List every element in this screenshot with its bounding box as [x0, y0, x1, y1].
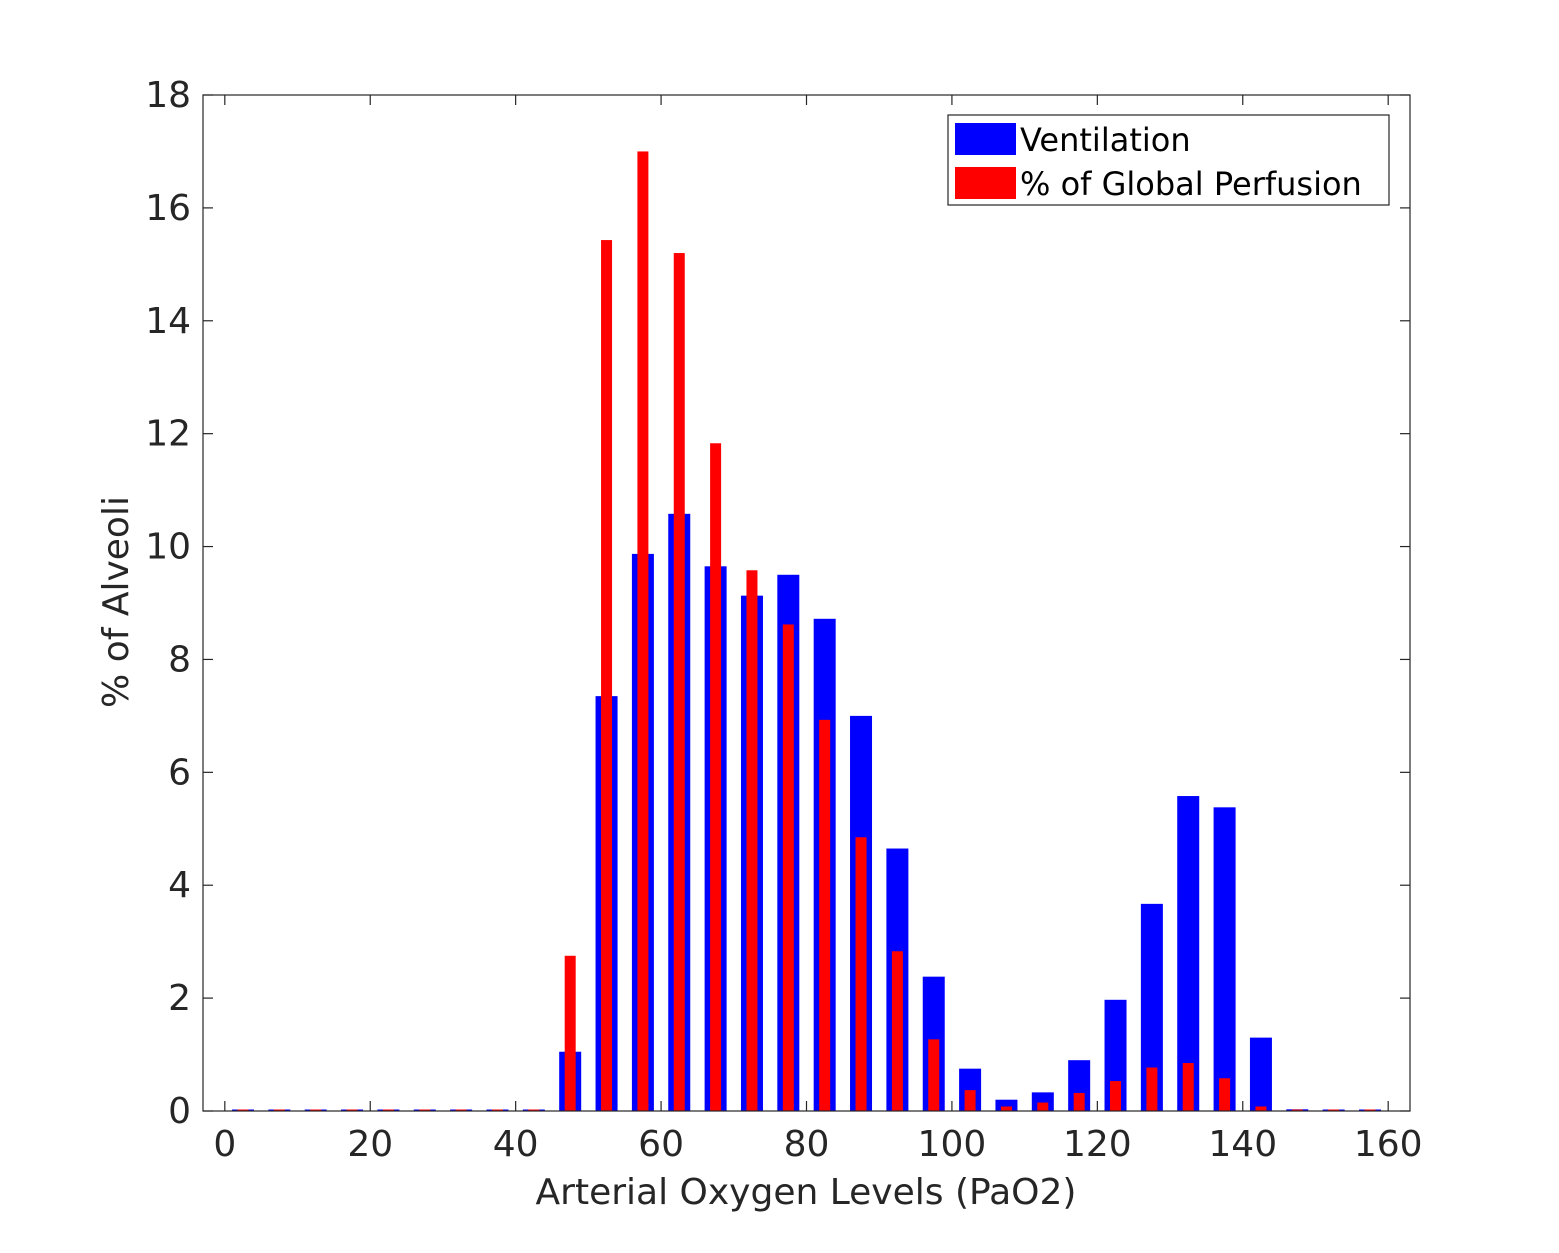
- bars-group: [231, 151, 1382, 1112]
- x-tick-label: 100: [918, 1124, 987, 1165]
- perfusion-bar: [1328, 1109, 1340, 1111]
- y-tick-label: 0: [168, 1091, 191, 1132]
- legend-label: Ventilation: [1020, 121, 1191, 159]
- perfusion-bar: [1255, 1106, 1267, 1111]
- perfusion-bar: [637, 151, 649, 1111]
- perfusion-bar: [891, 951, 903, 1111]
- x-axis-label: Arterial Oxygen Levels (PaO2): [536, 1172, 1077, 1213]
- perfusion-bar: [382, 1109, 394, 1111]
- perfusion-bar: [419, 1109, 431, 1111]
- perfusion-bar: [346, 1109, 358, 1111]
- y-tick-label: 16: [145, 188, 191, 229]
- perfusion-bar: [1073, 1092, 1085, 1111]
- y-tick-label: 6: [168, 752, 191, 793]
- perfusion-bar: [528, 1109, 540, 1111]
- perfusion-bar: [237, 1109, 249, 1111]
- perfusion-bar: [1364, 1109, 1376, 1111]
- perfusion-bar: [855, 837, 867, 1111]
- ventilation-bar: [1140, 903, 1163, 1111]
- legend-swatch-perfusion: [955, 167, 1016, 199]
- perfusion-bar: [1182, 1063, 1194, 1111]
- perfusion-bar: [273, 1109, 285, 1111]
- perfusion-bar: [710, 443, 722, 1111]
- x-tick-label: 120: [1063, 1124, 1132, 1165]
- x-tick-label: 40: [493, 1124, 539, 1165]
- perfusion-bar: [564, 955, 576, 1111]
- perfusion-bar: [455, 1109, 467, 1111]
- perfusion-bar: [1146, 1067, 1158, 1111]
- legend-swatch-ventilation: [955, 123, 1016, 155]
- x-tick-label: 80: [784, 1124, 830, 1165]
- y-tick-label: 12: [145, 414, 191, 455]
- perfusion-bar: [601, 240, 613, 1111]
- legend-label: % of Global Perfusion: [1020, 165, 1362, 203]
- y-tick-label: 8: [168, 639, 191, 680]
- perfusion-bar: [746, 570, 758, 1111]
- ventilation-bar: [995, 1099, 1018, 1111]
- perfusion-bar: [1037, 1102, 1049, 1111]
- perfusion-bar: [673, 253, 685, 1112]
- x-tick-label: 140: [1208, 1124, 1277, 1165]
- x-tick-label: 160: [1354, 1124, 1423, 1165]
- perfusion-bar: [782, 624, 794, 1111]
- perfusion-bar: [964, 1090, 976, 1111]
- ventilation-bar: [1213, 807, 1236, 1111]
- ticks-group: 0 20 40 60 80 100 120 140 160 0 2 4 6 8 10 12 14 16 18: [145, 75, 1422, 1165]
- y-tick-label: 18: [145, 75, 191, 116]
- x-tick-label: 0: [213, 1124, 236, 1165]
- y-tick-label: 4: [168, 865, 191, 906]
- legend: Ventilation % of Global Perfusion: [947, 114, 1390, 206]
- perfusion-bar: [1291, 1109, 1303, 1111]
- x-tick-label: 20: [347, 1124, 393, 1165]
- ventilation-bar: [1177, 796, 1200, 1111]
- perfusion-bar: [491, 1109, 503, 1111]
- perfusion-bar: [310, 1109, 322, 1111]
- perfusion-bar: [1219, 1078, 1231, 1111]
- y-tick-label: 14: [145, 301, 191, 342]
- legend-box: [947, 114, 1390, 206]
- ventilation-bar: [1249, 1037, 1272, 1111]
- perfusion-bar: [819, 719, 831, 1111]
- perfusion-bar: [928, 1039, 940, 1111]
- y-tick-label: 2: [168, 978, 191, 1019]
- y-tick-label: 10: [145, 527, 191, 568]
- y-axis-label: % of Alveoli: [96, 496, 137, 708]
- x-tick-label: 60: [638, 1124, 684, 1165]
- perfusion-bar: [1110, 1081, 1122, 1111]
- perfusion-bar: [1000, 1106, 1012, 1111]
